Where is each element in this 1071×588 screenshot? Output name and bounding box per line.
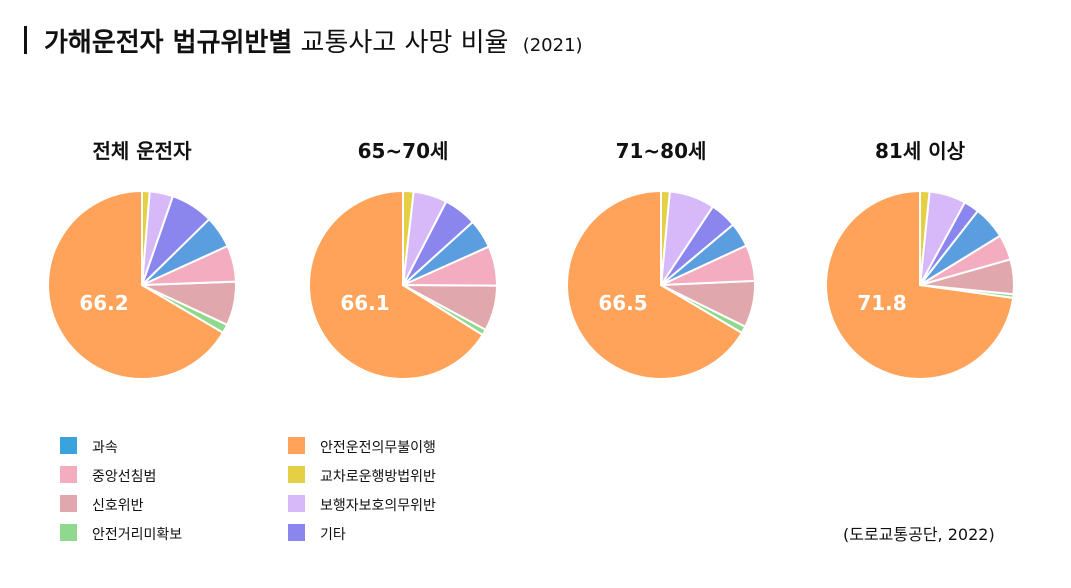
title-accent-bar: [24, 26, 27, 54]
pie-slice: [47, 190, 225, 380]
legend-label: 중앙선침범: [92, 469, 157, 485]
chart-title: 81세 이상: [875, 139, 966, 163]
legend-label: 안전운전의무불이행: [320, 440, 436, 456]
legend-label: 보행자보호의무위반: [320, 498, 436, 514]
pie-slice: [141, 190, 151, 286]
title-year: (2021): [522, 35, 583, 56]
chart-title: 전체 운전자: [93, 139, 193, 163]
legend-swatch: [60, 466, 77, 483]
pie-chart-3: 71~80세 66.5: [566, 139, 756, 380]
title-normal: 교통사고 사망 비율: [300, 28, 509, 58]
pie-slice: [660, 190, 671, 286]
pie-slice: [919, 190, 931, 286]
source-note: (도로교통공단, 2022): [843, 525, 995, 544]
legend-label: 교차로운행방법위반: [320, 469, 436, 485]
legend-swatch: [60, 437, 77, 454]
pie-slice: [308, 190, 484, 380]
legend-swatch: [288, 524, 305, 541]
pie-slice: [566, 190, 743, 380]
data-label: 66.2: [79, 291, 128, 315]
legend-swatch: [60, 495, 77, 512]
pie-chart-4: 81세 이상 71.8: [825, 139, 1015, 380]
legend-label: 안전거리미확보: [92, 527, 183, 543]
legend-label: 기타: [320, 527, 346, 543]
legend-label: 신호위반: [92, 498, 144, 514]
pie-chart-1: 전체 운전자 66.2: [47, 139, 237, 380]
legend-swatch: [288, 495, 305, 512]
chart-title: 65~70세: [358, 139, 449, 163]
legend-swatch: [288, 466, 305, 483]
title-bold: 가해운전자 법규위반별: [44, 28, 293, 58]
chart-title: 71~80세: [616, 139, 707, 163]
data-label: 66.1: [340, 291, 389, 315]
data-label: 66.5: [598, 291, 647, 315]
legend-swatch: [60, 524, 77, 541]
pie-slice: [402, 189, 415, 286]
legend-label: 과속: [92, 440, 118, 456]
legend-swatch: [288, 437, 305, 454]
page-title: 가해운전자 법규위반별 교통사고 사망 비율 (2021): [44, 22, 583, 59]
pie-chart-2: 65~70세 66.1: [308, 139, 499, 380]
data-label: 71.8: [857, 291, 906, 315]
